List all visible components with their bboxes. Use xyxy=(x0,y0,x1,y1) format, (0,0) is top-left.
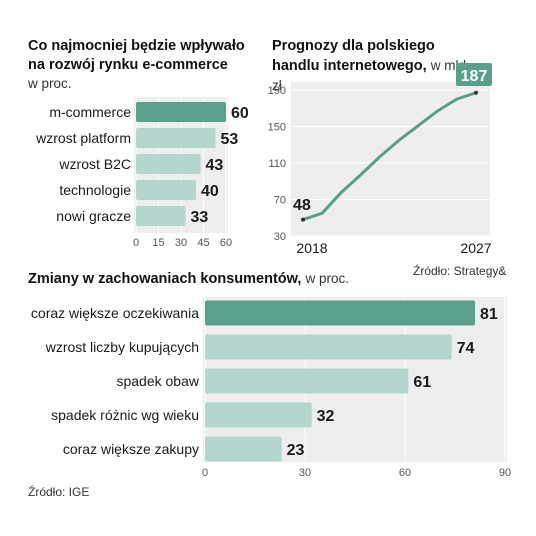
chart2-gridlines xyxy=(291,89,490,237)
end-point xyxy=(474,90,478,95)
x-tick-label: 15 xyxy=(152,237,164,249)
category-label: coraz większe oczekiwania xyxy=(31,305,199,321)
end-value-label: 187 xyxy=(461,68,488,85)
chart1-x-ticks: 0 15 30 45 60 xyxy=(133,237,232,249)
bar xyxy=(136,102,226,122)
value-label: 81 xyxy=(480,306,498,323)
value-label: 60 xyxy=(231,105,249,122)
chart3-title: Zmiany w zachowaniach konsumentów, xyxy=(28,271,302,287)
chart3-category-labels: coraz większe oczekiwania wzrost liczby k… xyxy=(31,305,200,457)
y-tick-label: 150 xyxy=(268,122,286,134)
category-label: m-commerce xyxy=(49,104,131,120)
value-label: 53 xyxy=(221,131,239,148)
value-label: 61 xyxy=(413,374,431,391)
start-value-label: 48 xyxy=(293,197,311,214)
bar xyxy=(205,436,282,462)
chart2-y-ticks: 30 70 110 150 190 xyxy=(268,85,286,243)
chart3-x-ticks: 0 30 60 90 xyxy=(202,467,511,479)
chart3-source: Źródło: IGE xyxy=(28,485,90,499)
bar xyxy=(205,334,452,360)
x-tick-label: 90 xyxy=(499,467,511,479)
category-label: wzrost B2C xyxy=(58,156,131,172)
x-tick-label: 30 xyxy=(175,237,187,249)
y-tick-label: 190 xyxy=(268,85,286,97)
x-tick-label: 45 xyxy=(197,237,209,249)
bar xyxy=(205,368,409,394)
end-value-badge xyxy=(456,63,492,86)
y-tick-label: 70 xyxy=(274,195,286,207)
value-label: 43 xyxy=(206,157,224,174)
x-tick-label: 2018 xyxy=(296,240,327,256)
chart3: coraz większe oczekiwania wzrost liczby k… xyxy=(31,297,511,479)
chart2-title: Prognozy dla polskiego handlu internetow… xyxy=(272,38,435,74)
value-label: 74 xyxy=(457,340,475,357)
chart1-unit: w proc. xyxy=(28,76,72,91)
bar xyxy=(205,300,475,326)
chart3-value-labels: 81 74 61 32 23 xyxy=(287,306,498,459)
value-label: 33 xyxy=(191,209,209,226)
chart2-series-line xyxy=(301,91,478,222)
chart2-source: Źródło: Strategy& xyxy=(413,264,507,278)
bar xyxy=(205,402,312,428)
bar xyxy=(136,180,196,200)
chart3-bars xyxy=(205,300,475,462)
category-label: technologie xyxy=(59,182,131,198)
start-point xyxy=(301,217,305,222)
chart1: m-commerce wzrost platform wzrost B2C techn… xyxy=(35,97,249,249)
category-label: coraz większe zakupy xyxy=(63,441,199,457)
chart2-x-ticks: 2018 2027 xyxy=(296,240,491,256)
chart2-endpoints xyxy=(301,90,478,222)
x-tick-label: 2027 xyxy=(460,240,491,256)
value-label: 23 xyxy=(287,442,305,459)
y-tick-label: 110 xyxy=(268,158,286,170)
value-label: 40 xyxy=(201,183,219,200)
bar xyxy=(136,206,186,226)
category-label: spadek różnic wg wieku xyxy=(51,407,199,423)
y-tick-label: 30 xyxy=(274,231,286,243)
x-tick-label: 30 xyxy=(299,467,311,479)
chart2: 30 70 110 150 190 2018 2027 48 187 xyxy=(268,63,492,256)
category-label: wzrost liczby kupujących xyxy=(45,339,199,355)
x-tick-label: 0 xyxy=(133,237,139,249)
chart2-annotations: 48 187 xyxy=(293,63,492,214)
bar xyxy=(136,154,201,174)
chart3-unit: w proc. xyxy=(305,271,349,286)
chart1-category-labels: m-commerce wzrost platform wzrost B2C techn… xyxy=(35,104,131,224)
x-tick-label: 0 xyxy=(202,467,208,479)
x-tick-label: 60 xyxy=(399,467,411,479)
chart1-value-labels: 60 53 43 40 33 xyxy=(191,105,249,226)
value-label: 32 xyxy=(317,408,335,425)
chart1-bars xyxy=(136,102,226,226)
x-tick-label: 60 xyxy=(220,237,232,249)
category-label: nowi gracze xyxy=(56,208,131,224)
bar xyxy=(136,128,216,148)
chart3-title-block: Zmiany w zachowaniach konsumentów, w pro… xyxy=(28,269,349,289)
category-label: wzrost platform xyxy=(35,130,131,146)
chart1-title: Co najmocniej będzie wpływało na rozwój … xyxy=(28,38,245,73)
category-label: spadek obaw xyxy=(116,373,199,389)
